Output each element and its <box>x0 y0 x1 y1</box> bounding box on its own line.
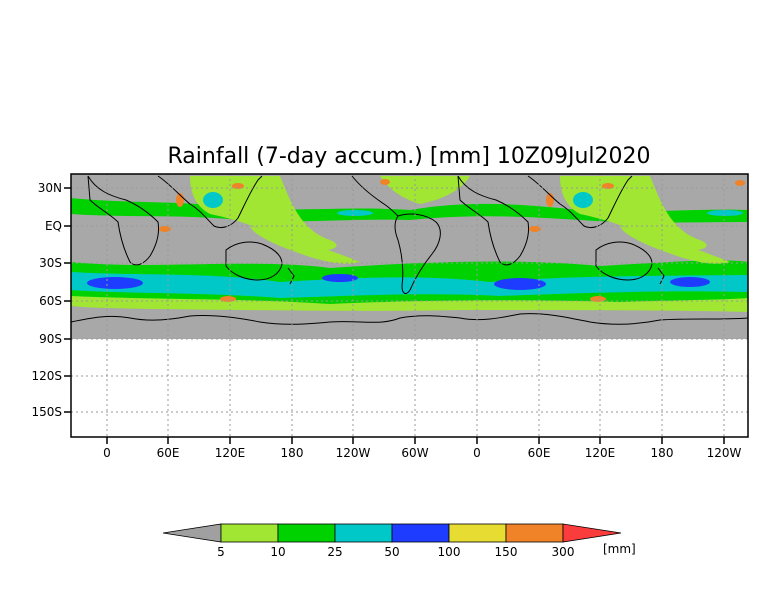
extreme-rain-cell <box>735 180 745 186</box>
convective-cell <box>337 210 373 216</box>
colorbar-under-triangle <box>162 523 222 543</box>
antarctica-coast <box>70 313 749 325</box>
australia-outline <box>225 241 283 281</box>
colorbar-level-label: 100 <box>438 545 461 559</box>
heavy-rain-cell <box>87 277 143 289</box>
convective-cell <box>573 192 593 208</box>
tropical-convection <box>380 176 470 204</box>
south-pacific-band <box>620 226 730 264</box>
colorbar-segment <box>505 523 564 543</box>
y-tick-marks <box>64 187 71 413</box>
y-tick-label: 60S <box>39 294 62 308</box>
colorbar-level-label: 50 <box>384 545 399 559</box>
heavy-rain-cell <box>494 278 546 290</box>
colorbar-unit: [mm] <box>603 542 636 556</box>
rainfall-field <box>71 176 748 312</box>
colorbar-level-label: 5 <box>217 545 225 559</box>
x-tick-label: 0 <box>103 446 111 460</box>
heavy-rain-cell <box>670 277 710 287</box>
colorbar-level-label: 25 <box>327 545 342 559</box>
tropical-convection <box>560 176 707 251</box>
convective-cell <box>203 192 223 208</box>
colorbar-segment <box>220 523 279 543</box>
coastlines <box>70 175 749 325</box>
x-tick-label: 60W <box>401 446 428 460</box>
colorbar-level-label: 300 <box>552 545 575 559</box>
x-tick-marks <box>106 437 725 444</box>
x-tick-label: 120W <box>707 446 742 460</box>
heavy-rain-cell <box>322 274 358 282</box>
colorbar: 5 10 25 50 100 150 300 [mm] <box>162 523 636 559</box>
x-tick-label: 60E <box>528 446 551 460</box>
x-tick-label: 60E <box>157 446 180 460</box>
x-tick-label: 120E <box>585 446 616 460</box>
southern-storm-track-light <box>71 296 748 312</box>
x-tick-label: 180 <box>651 446 674 460</box>
colorbar-level-label: 150 <box>495 545 518 559</box>
moderate-rain-cell <box>159 226 171 232</box>
y-tick-label: 120S <box>31 369 62 383</box>
tropical-convection <box>190 176 337 251</box>
africa-outline <box>457 175 529 266</box>
colorbar-segment <box>448 523 507 543</box>
convective-cell <box>707 210 743 216</box>
south-america-outline <box>394 213 441 294</box>
new-zealand-outline <box>657 267 665 285</box>
y-tick-label: 30S <box>39 256 62 270</box>
x-tick-label: 120W <box>336 446 371 460</box>
moderate-rain-cell <box>529 226 541 232</box>
colorbar-segment <box>391 523 450 543</box>
colorbar-segment <box>334 523 393 543</box>
y-tick-label: 30N <box>38 181 62 195</box>
x-tick-label: 120E <box>215 446 246 460</box>
colorbar-level-label: 10 <box>270 545 285 559</box>
y-tick-label: 90S <box>39 332 62 346</box>
x-tick-labels: 0 60E 120E 180 120W 60W 0 60E 120E 180 1… <box>103 446 741 460</box>
x-tick-label: 0 <box>473 446 481 460</box>
new-zealand-outline <box>287 267 295 285</box>
y-tick-label: 150S <box>31 405 62 419</box>
extreme-rain-cell <box>380 179 390 185</box>
y-tick-label: EQ <box>45 219 62 233</box>
australia-outline <box>595 241 653 281</box>
y-tick-labels: 30N EQ 30S 60S 90S 120S 150S <box>31 181 62 419</box>
south-pacific-band <box>250 226 360 264</box>
x-tick-label: 180 <box>281 446 304 460</box>
chart-title: Rainfall (7-day accum.) [mm] 10Z09Jul202… <box>168 144 651 169</box>
asia-outline <box>157 175 263 229</box>
asia-outline <box>527 175 633 229</box>
central-america-outline <box>351 175 399 217</box>
southern-storm-track-core <box>71 272 748 298</box>
colorbar-segment <box>277 523 336 543</box>
plot-frame <box>70 173 749 438</box>
gridlines <box>71 174 748 437</box>
africa-outline <box>87 175 159 266</box>
colorbar-over-triangle <box>562 523 622 543</box>
